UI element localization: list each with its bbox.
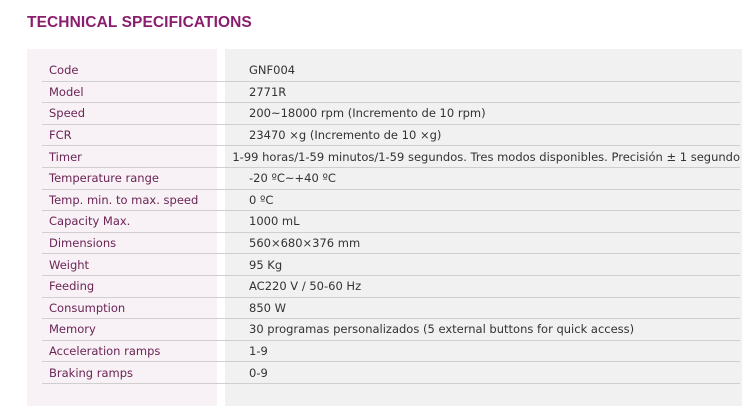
table-row: Temperature range -20 ºC~+40 ºC xyxy=(42,168,740,190)
table-row: Acceleration ramps 1-9 xyxy=(42,341,740,363)
spec-value: 0 ºC xyxy=(249,192,274,207)
spec-label: Dimensions xyxy=(49,236,117,251)
spec-label: Weight xyxy=(49,257,90,272)
spec-value: GNF004 xyxy=(249,63,296,78)
spec-label: Feeding xyxy=(49,279,95,294)
spec-label: Braking ramps xyxy=(49,365,134,380)
table-row: Weight 95 Kg xyxy=(42,254,740,276)
spec-value: 850 W xyxy=(249,300,286,315)
spec-label: Memory xyxy=(49,322,96,337)
spec-label: Capacity Max. xyxy=(49,214,131,229)
spec-value: 560×680×376 mm xyxy=(249,236,361,251)
specs-table: Code GNF004 Model 2771R Speed 200~18000 rpm (… xyxy=(42,60,740,384)
table-row: Speed 200~18000 rpm (Incremento de 10 rpm… xyxy=(42,103,740,125)
spec-label: Temp. min. to max. speed xyxy=(49,192,199,207)
spec-value: 200~18000 rpm (Incremento de 10 rpm) xyxy=(249,106,486,121)
spec-value: 23470 ×g (Incremento de 10 ×g) xyxy=(249,128,442,143)
table-row: Timer 1-99 horas/1-59 minutos/1-59 segund… xyxy=(42,146,740,168)
table-row: Model 2771R xyxy=(42,82,740,104)
spec-value: AC220 V / 50-60 Hz xyxy=(249,279,362,294)
spec-value: 1000 mL xyxy=(249,214,300,229)
spec-label: FCR xyxy=(49,128,72,143)
spec-label: Consumption xyxy=(49,300,126,315)
spec-value: 2771R xyxy=(249,84,287,99)
table-row: Braking ramps 0-9 xyxy=(42,362,740,384)
table-row: Capacity Max. 1000 mL xyxy=(42,211,740,233)
spec-label: Model xyxy=(49,84,84,99)
value-column-background xyxy=(225,49,742,406)
table-row: Feeding AC220 V / 50-60 Hz xyxy=(42,276,740,298)
spec-value: 1-99 horas/1-59 minutos/1-59 segundos. T… xyxy=(232,149,740,164)
table-row: Consumption 850 W xyxy=(42,298,740,320)
table-row: Dimensions 560×680×376 mm xyxy=(42,233,740,255)
table-row: Memory 30 programas personalizados (5 ext… xyxy=(42,319,740,341)
table-row: Code GNF004 xyxy=(42,60,740,82)
table-row: FCR 23470 ×g (Incremento de 10 ×g) xyxy=(42,125,740,147)
spec-value: 95 Kg xyxy=(249,257,283,272)
spec-label: Acceleration ramps xyxy=(49,344,161,359)
spec-value: 1-9 xyxy=(249,344,268,359)
spec-value: 30 programas personalizados (5 external … xyxy=(249,322,635,337)
label-column-background xyxy=(27,49,217,406)
spec-value: -20 ºC~+40 ºC xyxy=(249,171,336,186)
spec-label: Timer xyxy=(49,149,82,164)
table-row: Temp. min. to max. speed 0 ºC xyxy=(42,190,740,212)
spec-value: 0-9 xyxy=(249,365,268,380)
spec-label: Code xyxy=(49,63,79,78)
spec-label: Speed xyxy=(49,106,86,121)
page-title: TECHNICAL SPECIFICATIONS xyxy=(27,14,252,31)
spec-label: Temperature range xyxy=(49,171,159,186)
